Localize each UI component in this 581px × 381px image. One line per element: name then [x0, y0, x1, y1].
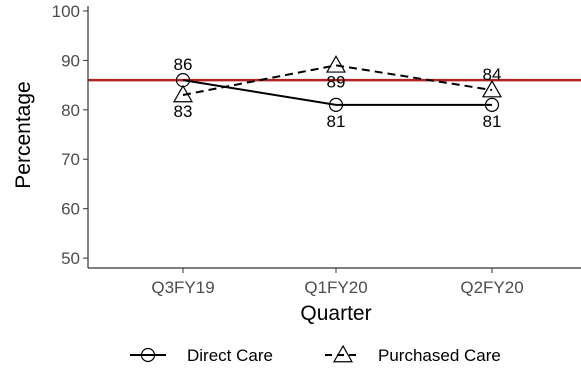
direct-care-data-label: 86 [174, 55, 193, 74]
direct-care-data-label: 81 [483, 112, 502, 131]
y-tick-label: 60 [61, 200, 80, 219]
legend: Direct Care Purchased Care [130, 344, 501, 365]
x-tick-label: Q3FY19 [151, 278, 214, 297]
purchased-care-point [325, 55, 347, 73]
purchased-care-line [182, 64, 493, 96]
direct-care-line [182, 79, 492, 106]
purchased-care-legend-label: Purchased Care [378, 346, 501, 365]
purchased-care-data-label: 89 [327, 72, 346, 91]
y-tick-label: 100 [52, 2, 80, 21]
axes: 50 60 70 80 90 100 Q3FY19 Q1FY20 Q2FY20 [52, 2, 581, 297]
x-axis-title: Quarter [300, 302, 371, 325]
plot-area: 86 81 81 83 89 84 [88, 55, 581, 131]
y-tick-label: 90 [61, 51, 80, 70]
y-tick-label: 70 [61, 150, 80, 169]
purchased-care-data-label: 84 [483, 65, 502, 84]
direct-care-point [484, 97, 500, 112]
purchased-care-point [172, 84, 194, 103]
purchased-care-legend-marker [332, 344, 354, 363]
direct-care-point [328, 97, 344, 112]
purchased-care-point [481, 79, 503, 98]
purchased-care-data-label: 83 [174, 102, 193, 121]
y-tick-label: 80 [61, 101, 80, 120]
y-tick-label: 50 [61, 249, 80, 268]
x-tick-label: Q1FY20 [304, 278, 367, 297]
direct-care-data-label: 81 [327, 112, 346, 131]
y-axis-title: Percentage [12, 81, 35, 188]
direct-care-legend-label: Direct Care [187, 346, 273, 365]
direct-care-legend-marker [140, 347, 156, 363]
x-tick-label: Q2FY20 [460, 278, 523, 297]
